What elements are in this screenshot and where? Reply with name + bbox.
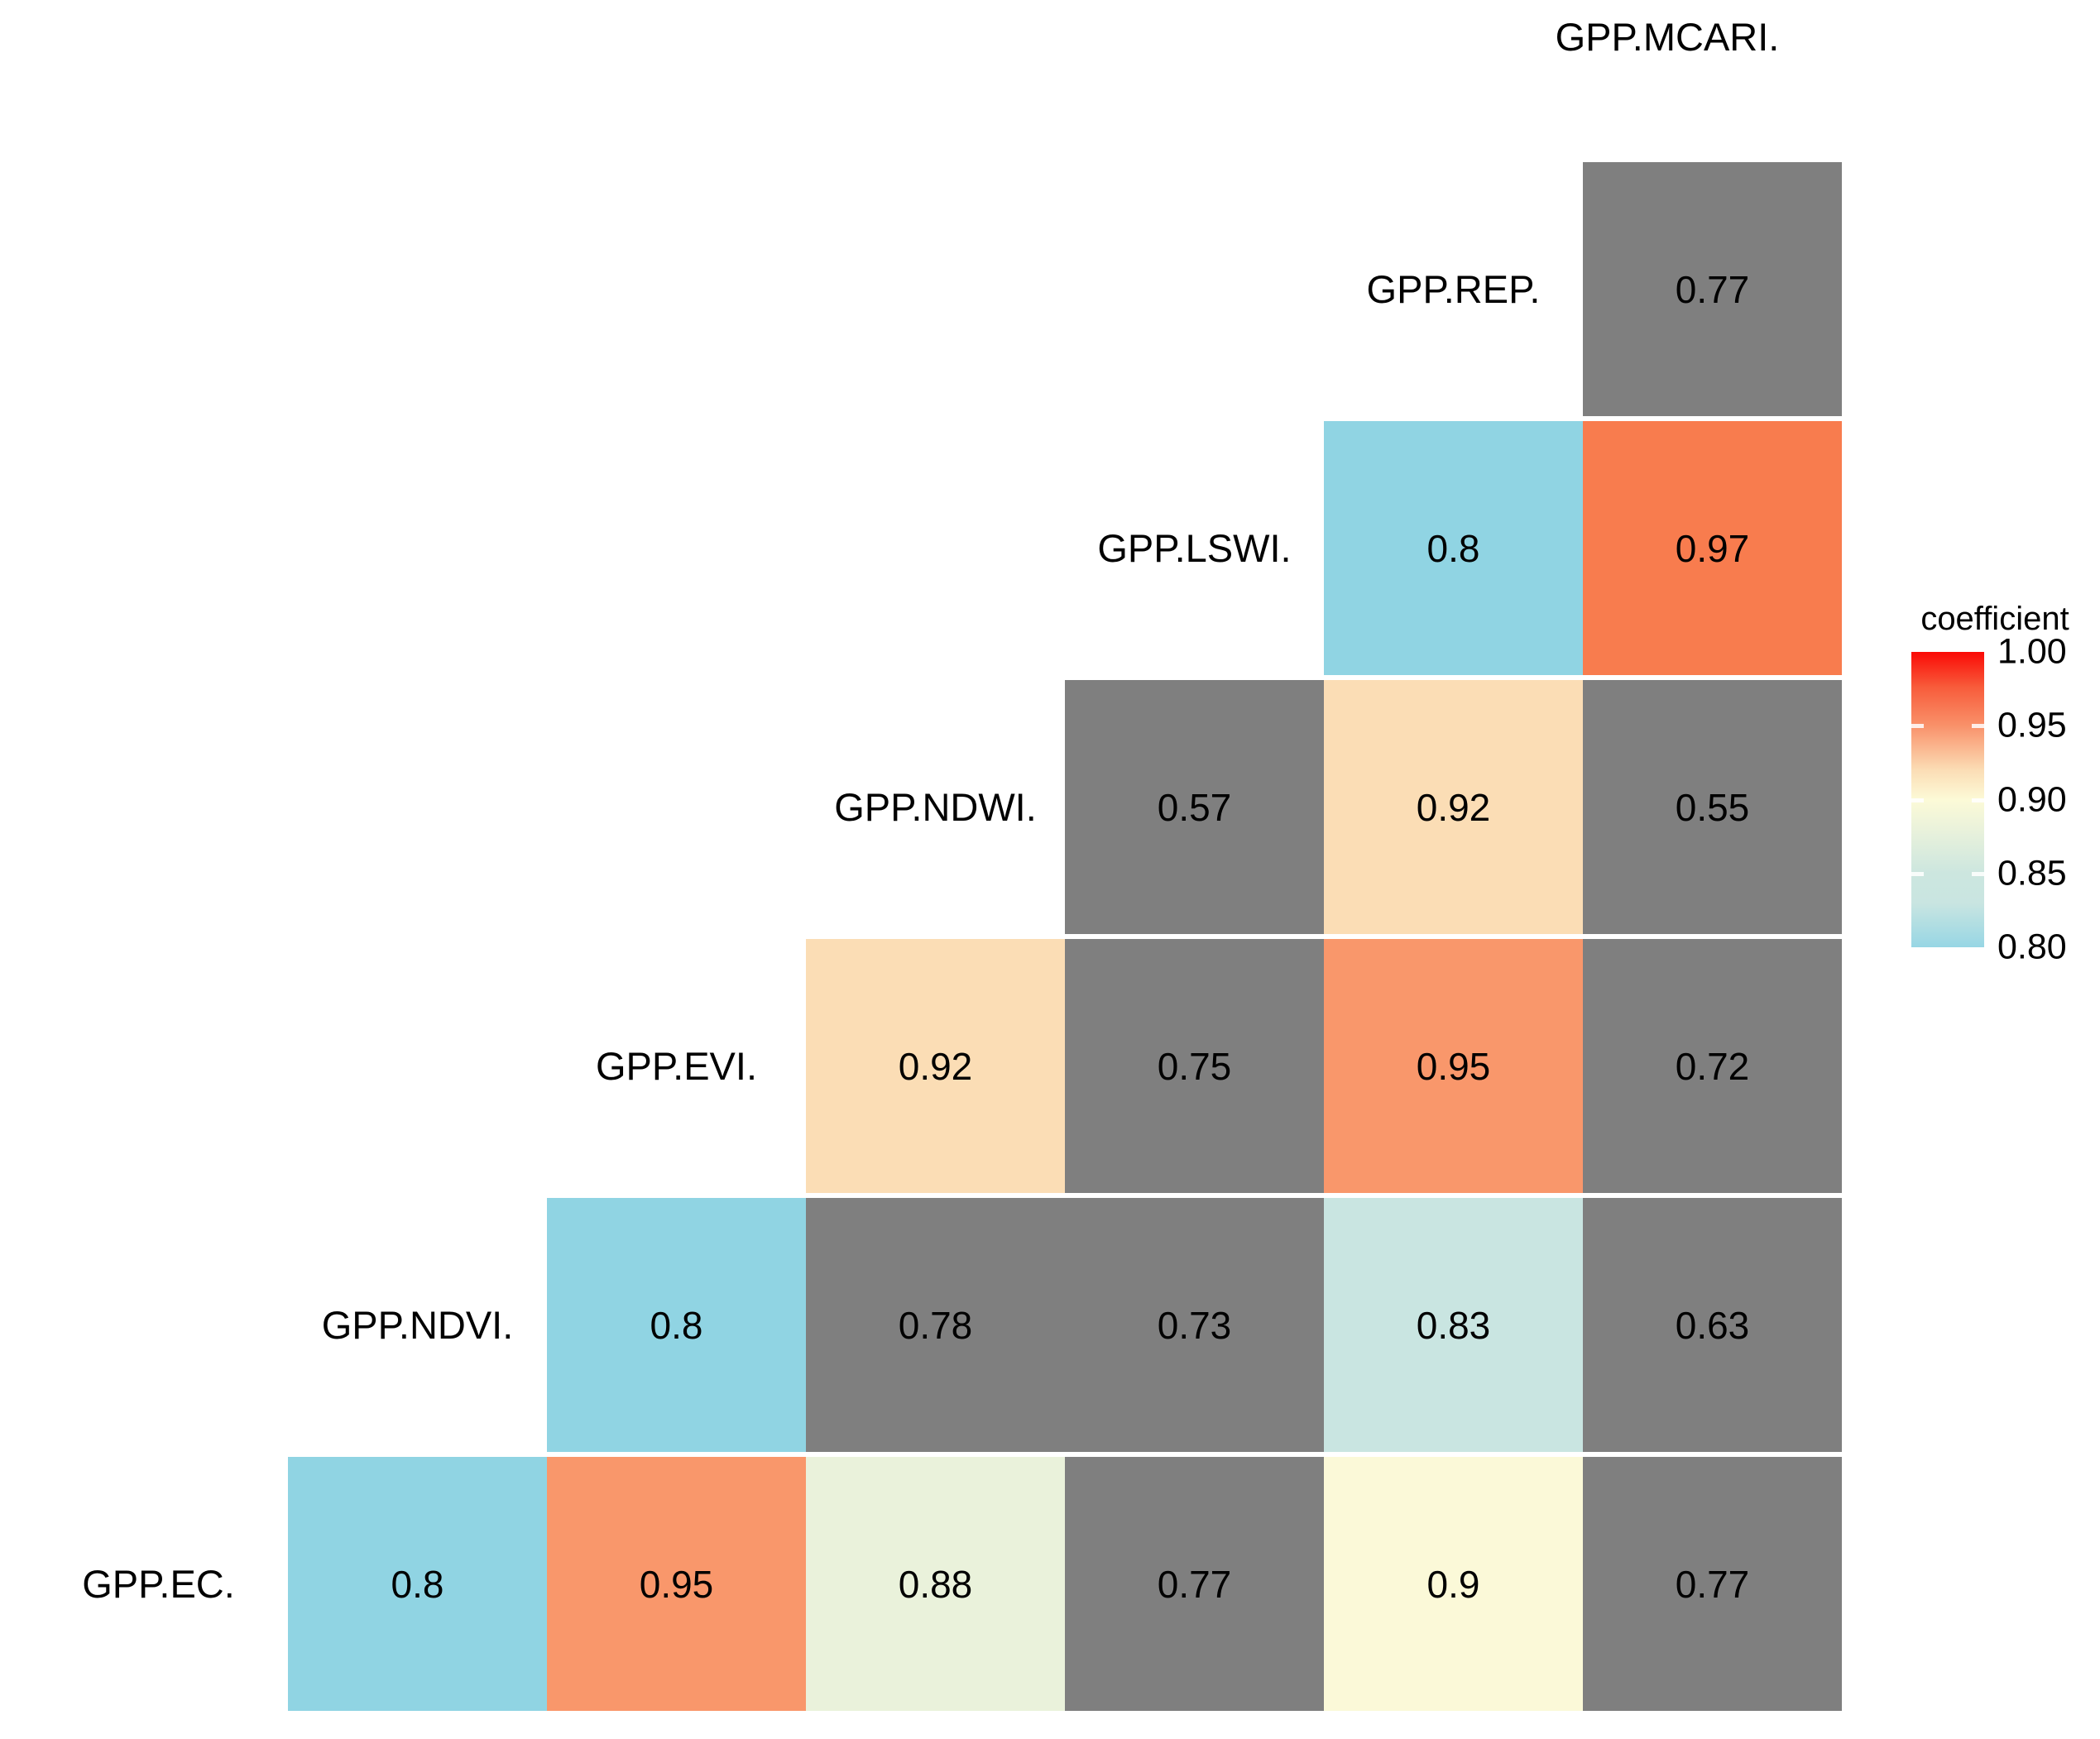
- matrix-cell: 0.57: [1065, 680, 1324, 934]
- matrix-cell: 0.77: [1065, 1457, 1324, 1711]
- matrix-cell: 0.72: [1583, 939, 1842, 1193]
- legend-tick-label: 0.85: [1997, 853, 2067, 893]
- row-label-gpp-lswi: GPP.LSWI.: [1097, 526, 1292, 570]
- matrix-cell: 0.92: [806, 939, 1065, 1193]
- row-label-gpp-ndwi: GPP.NDWI.: [834, 785, 1037, 829]
- row-label-gpp-ndvi: GPP.NDVI.: [321, 1303, 514, 1347]
- matrix-cell: 0.77: [1583, 162, 1842, 416]
- legend-tick-mark: [1911, 724, 1924, 729]
- matrix-cell: 0.88: [806, 1457, 1065, 1711]
- legend-tick-label: 0.90: [1997, 779, 2067, 819]
- matrix-cell: 0.8: [1324, 421, 1583, 675]
- matrix-cell: 0.8: [288, 1457, 547, 1711]
- legend-tick-mark: [1911, 871, 1924, 876]
- legend-tick-label: 0.95: [1997, 705, 2067, 745]
- matrix-cell: 0.73: [1065, 1198, 1324, 1452]
- legend-tick-label: 0.80: [1997, 927, 2067, 967]
- matrix-cell: 0.78: [806, 1198, 1065, 1452]
- legend-tick-mark: [1972, 871, 1984, 876]
- matrix-cell: 0.9: [1324, 1457, 1583, 1711]
- matrix-cell: 0.75: [1065, 939, 1324, 1193]
- matrix-cell: 0.77: [1583, 1457, 1842, 1711]
- column-label-gpp-mcari: GPP.MCARI.: [1555, 15, 1780, 59]
- row-label-gpp-ec: GPP.EC.: [82, 1562, 235, 1606]
- matrix-cell: 0.83: [1324, 1198, 1583, 1452]
- matrix-cell: 0.55: [1583, 680, 1842, 934]
- matrix-cell: 0.92: [1324, 680, 1583, 934]
- matrix-cell: 0.63: [1583, 1198, 1842, 1452]
- legend-tick-mark: [1972, 798, 1984, 802]
- row-label-gpp-evi: GPP.EVI.: [595, 1044, 758, 1088]
- matrix-cell: 0.95: [547, 1457, 806, 1711]
- matrix-cell: 0.97: [1583, 421, 1842, 675]
- row-label-gpp-rep: GPP.REP.: [1366, 267, 1541, 311]
- matrix-cell: 0.95: [1324, 939, 1583, 1193]
- matrix-cell: 0.8: [547, 1198, 806, 1452]
- legend-tick-mark: [1911, 798, 1924, 802]
- legend-tick-label: 1.00: [1997, 631, 2067, 672]
- legend-title: coefficient: [1920, 601, 2069, 637]
- legend-tick-mark: [1972, 724, 1984, 729]
